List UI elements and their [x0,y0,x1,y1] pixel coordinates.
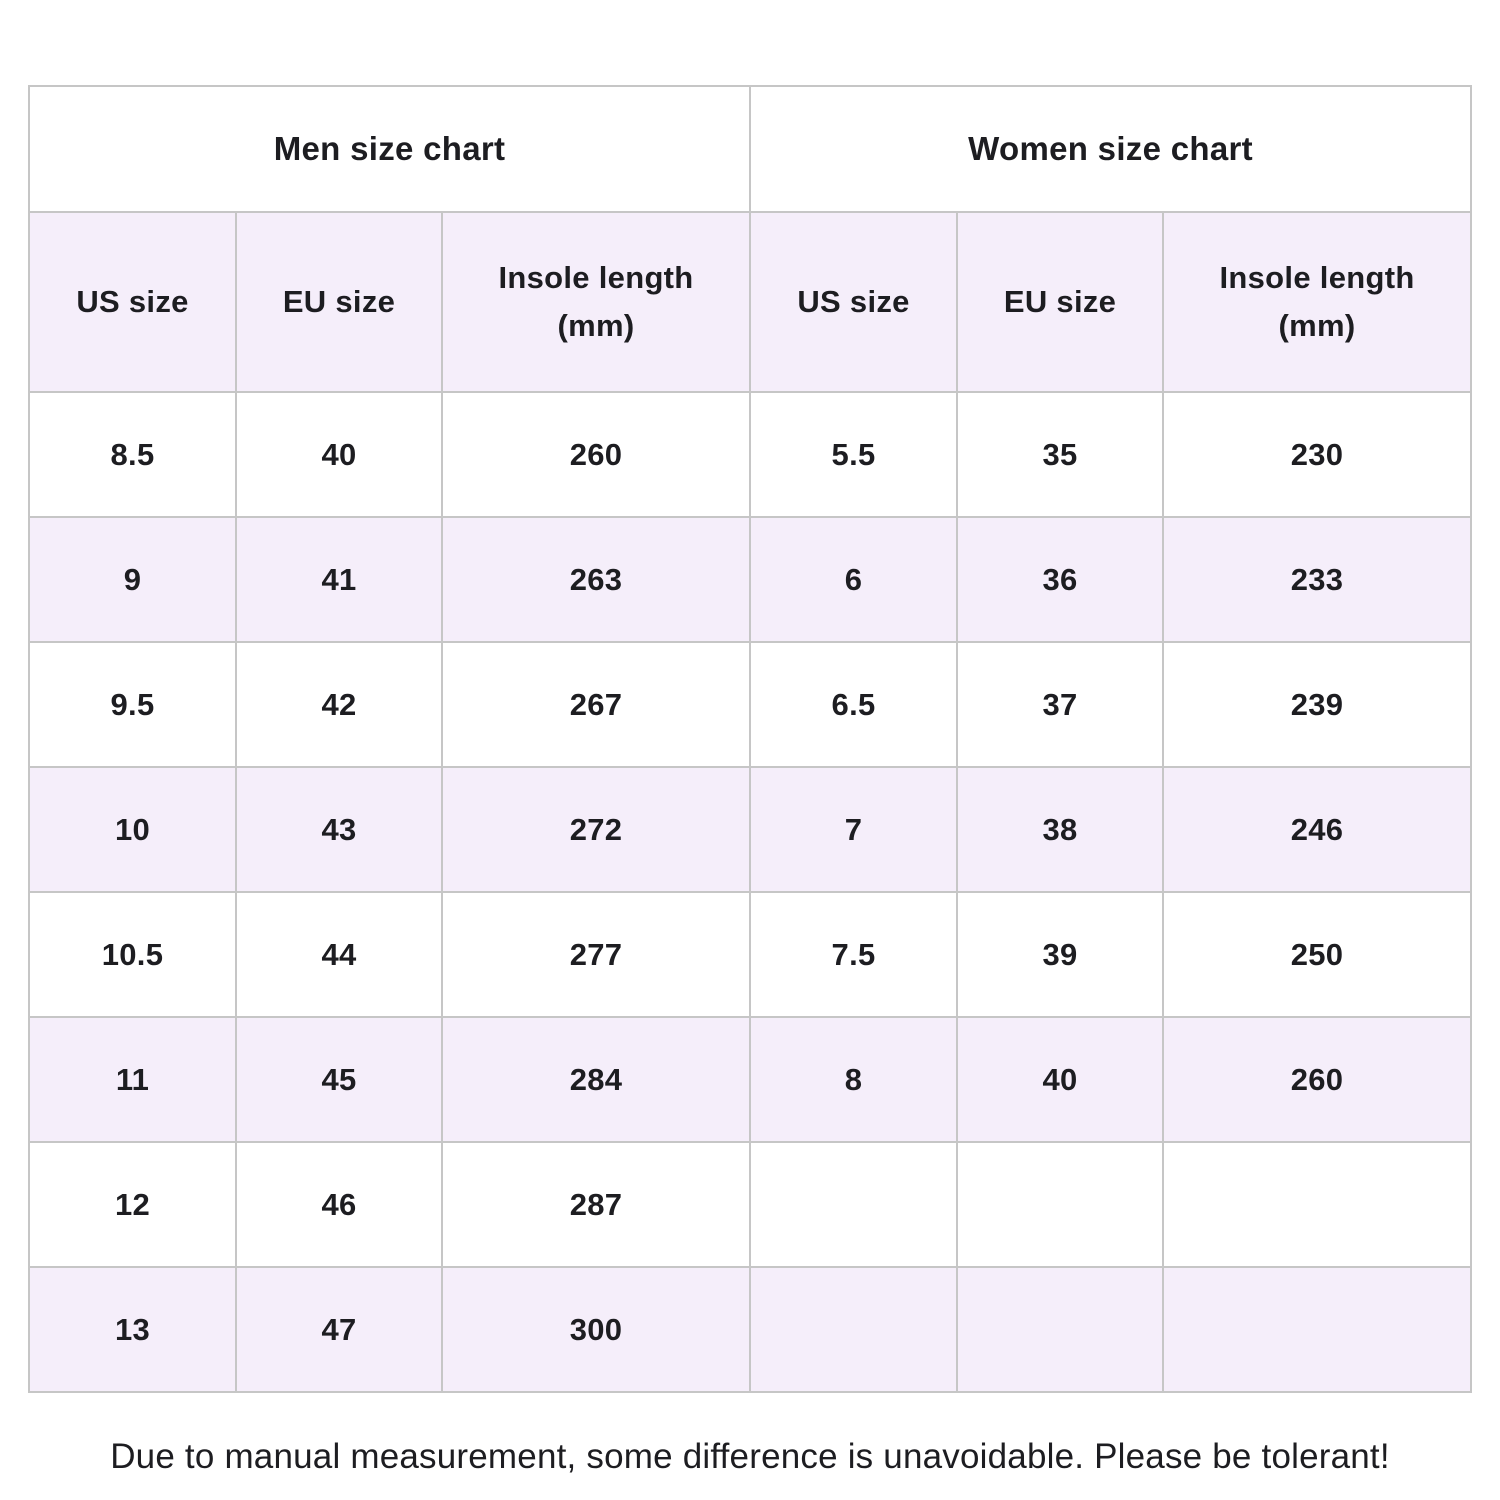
size-cell: 6 [749,516,959,643]
size-cell: 287 [440,1141,752,1268]
size-cell: 230 [1162,391,1473,518]
size-cell: 7 [749,766,959,893]
table-row: 10.5 44 277 7.5 39 250 [28,891,1473,1018]
size-cell: 10.5 [28,891,237,1018]
size-cell: 12 [28,1141,237,1268]
size-cell: 5.5 [749,391,959,518]
size-cell: 7.5 [749,891,959,1018]
men-size-chart-title: Men size chart [27,85,752,213]
women-insole-length-header: Insole length (mm) [1162,211,1473,393]
size-cell [956,1141,1165,1268]
men-insole-length-label: Insole length [498,259,694,295]
size-cell [749,1141,959,1268]
size-cell: 284 [440,1016,752,1143]
size-cell: 41 [235,516,443,643]
size-cell: 43 [235,766,443,893]
size-cell: 47 [235,1266,443,1393]
size-cell: 9.5 [28,641,237,768]
size-cell: 267 [440,641,752,768]
size-cell: 239 [1162,641,1473,768]
size-cell: 260 [1162,1016,1473,1143]
size-cell: 9 [28,516,237,643]
size-cell: 40 [235,391,443,518]
size-cell: 233 [1162,516,1473,643]
size-cell: 246 [1162,766,1473,893]
size-cell: 272 [440,766,752,893]
women-us-size-header: US size [749,211,959,393]
size-cell [956,1266,1165,1393]
table-row: 8.5 40 260 5.5 35 230 [28,391,1473,518]
size-chart-table: Men size chart Women size chart US size … [27,85,1473,1393]
women-insole-length-label: Insole length [1219,259,1415,295]
men-us-size-header: US size [28,211,237,393]
size-cell: 39 [956,891,1165,1018]
women-eu-size-header: EU size [956,211,1165,393]
size-cell: 10 [28,766,237,893]
size-cell: 263 [440,516,752,643]
measurement-note: Due to manual measurement, some differen… [110,1437,1390,1476]
size-cell: 11 [28,1016,237,1143]
size-cell: 36 [956,516,1165,643]
size-cell: 250 [1162,891,1473,1018]
chart-titles-row: Men size chart Women size chart [27,85,1473,213]
table-row: 9.5 42 267 6.5 37 239 [28,641,1473,768]
size-cell: 38 [956,766,1165,893]
size-cell: 8.5 [28,391,237,518]
table-row: 11 45 284 8 40 260 [28,1016,1473,1143]
size-cell: 40 [956,1016,1165,1143]
table-row: 13 47 300 [28,1266,1473,1393]
size-cell: 300 [440,1266,752,1393]
size-cell: 42 [235,641,443,768]
table-row: 9 41 263 6 36 233 [28,516,1473,643]
size-cell: 44 [235,891,443,1018]
men-eu-size-header: EU size [235,211,443,393]
women-insole-unit-label: (mm) [1278,308,1356,343]
size-cell [749,1266,959,1393]
men-insole-length-header: Insole length (mm) [440,211,752,393]
size-cell: 6.5 [749,641,959,768]
men-insole-unit-label: (mm) [557,308,635,343]
table-row: 10 43 272 7 38 246 [28,766,1473,893]
size-cell: 45 [235,1016,443,1143]
size-cell: 277 [440,891,752,1018]
size-cell: 37 [956,641,1165,768]
size-cell [1162,1141,1473,1268]
size-cell [1162,1266,1473,1393]
size-cell: 35 [956,391,1165,518]
table-row: 12 46 287 [28,1141,1473,1268]
size-cell: 8 [749,1016,959,1143]
size-cell: 46 [235,1141,443,1268]
size-cell: 260 [440,391,752,518]
size-cell: 13 [28,1266,237,1393]
women-size-chart-title: Women size chart [749,85,1473,213]
column-headers-row: US size EU size Insole length (mm) US si… [28,211,1473,393]
